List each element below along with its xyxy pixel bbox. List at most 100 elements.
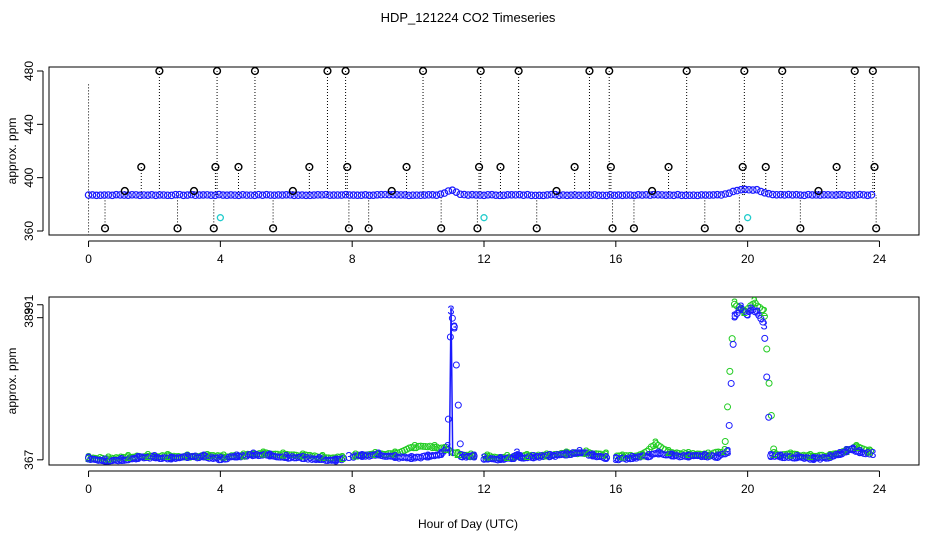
sensor2-point xyxy=(414,442,422,450)
sensor3-marker-label: 3 xyxy=(375,447,382,462)
sensor2-marker-label: 2 xyxy=(164,448,171,463)
co2-point xyxy=(832,191,840,199)
co2-point xyxy=(523,190,532,199)
co2-point xyxy=(397,191,405,199)
co2-point xyxy=(784,190,793,199)
sensor3-marker-label: 3 xyxy=(444,439,451,454)
chart-title: HDP_121224 CO2 Timeseries xyxy=(381,10,556,25)
co2-point xyxy=(622,191,631,199)
spike-point xyxy=(234,162,243,172)
sensor3-point xyxy=(757,315,765,323)
top-x-tick-label: 0 xyxy=(85,252,92,266)
co2-point xyxy=(361,191,370,199)
co2-point xyxy=(266,191,275,199)
sensor2-marker-label: 2 xyxy=(484,449,491,464)
sensor2-marker-label: 2 xyxy=(665,444,672,459)
sensor3-marker-label: 3 xyxy=(747,301,754,316)
spike-point xyxy=(532,224,541,233)
sensor2-point xyxy=(421,443,429,451)
spike-point xyxy=(288,186,297,196)
co2-point xyxy=(444,187,453,195)
co2-point xyxy=(416,191,425,200)
co2-point xyxy=(768,190,777,199)
sensor3-marker-label: 3 xyxy=(826,449,833,464)
sensor3-marker-label: 3 xyxy=(563,447,570,462)
top-panel: approx. ppm 0 4 8 12 16 20 24 360 400 440 480 xyxy=(5,61,920,266)
sensor3-point xyxy=(759,318,767,326)
sensor3-marker-label: 3 xyxy=(724,444,731,459)
bottom-y-tick-label: 389 xyxy=(22,307,36,327)
co2-point xyxy=(329,191,338,199)
sensor3-marker-label: 3 xyxy=(760,317,767,332)
co2-point xyxy=(223,191,231,200)
sensor3-point xyxy=(223,455,231,463)
sensor2-marker-label: 2 xyxy=(583,445,590,460)
co2-point xyxy=(757,187,765,196)
spike-point xyxy=(402,162,411,172)
spike-point xyxy=(761,162,770,172)
co2-point xyxy=(353,191,362,199)
cyan-marker xyxy=(743,214,752,222)
sensor3-marker-label: 3 xyxy=(836,446,843,461)
co2-point xyxy=(776,190,785,199)
co2-point xyxy=(764,189,773,198)
co2-point xyxy=(634,190,643,199)
co2-point xyxy=(697,191,706,199)
co2-point xyxy=(840,191,848,199)
sensor2-point xyxy=(417,442,425,450)
co2-point xyxy=(543,191,552,199)
co2-point xyxy=(92,191,101,200)
sensor3-marker-label: 3 xyxy=(391,449,398,464)
co2-point xyxy=(737,185,745,194)
co2-point xyxy=(448,186,457,195)
co2-point xyxy=(824,190,832,199)
co2-point xyxy=(333,191,342,199)
top-x-tick-label: 16 xyxy=(609,252,623,266)
co2-point xyxy=(381,190,389,199)
sensor3-marker-label: 3 xyxy=(424,449,431,464)
top-y-tick-label: 400 xyxy=(22,167,36,187)
co2-point xyxy=(151,191,160,200)
co2-point xyxy=(322,190,330,199)
spike-point xyxy=(341,66,350,76)
co2-point xyxy=(393,191,401,199)
co2-point xyxy=(401,191,409,199)
sensor2-marker-label: 2 xyxy=(204,448,211,463)
co2-point xyxy=(863,191,872,200)
co2-point xyxy=(136,191,144,200)
sensor3-point xyxy=(854,447,862,455)
co2-point xyxy=(389,190,397,199)
co2-point xyxy=(539,191,548,200)
sensor3-point xyxy=(749,306,757,314)
co2-point xyxy=(337,191,346,199)
sensor3-marker-label: 3 xyxy=(408,450,415,465)
spike-point xyxy=(700,224,709,233)
sensor2-point xyxy=(763,345,771,353)
sensor3-marker-label: 3 xyxy=(497,451,504,466)
sensor2-marker-label: 2 xyxy=(731,295,738,310)
co2-point xyxy=(733,186,741,195)
sensor3-marker-label: 3 xyxy=(530,449,537,464)
sensor3-marker-label: 3 xyxy=(856,444,863,459)
sensor2-marker-label: 2 xyxy=(339,450,346,465)
co2-point xyxy=(377,190,385,199)
sensor2-marker-label: 2 xyxy=(144,448,151,463)
co2-point xyxy=(511,191,520,199)
co2-point xyxy=(792,190,801,199)
co2-point xyxy=(219,191,227,199)
sensor3-marker-label: 3 xyxy=(480,451,487,466)
sensor2-marker-label: 2 xyxy=(523,448,530,463)
co2-point xyxy=(590,190,599,199)
co2-point xyxy=(749,186,757,194)
sensor3-marker-label: 3 xyxy=(668,447,675,462)
co2-point xyxy=(729,187,737,196)
spike-point xyxy=(814,186,823,196)
co2-point xyxy=(104,191,113,199)
co2-point xyxy=(642,191,650,199)
sensor3-marker-label: 3 xyxy=(217,451,224,466)
co2-point xyxy=(112,190,121,199)
co2-point xyxy=(503,191,512,199)
co2-point xyxy=(527,191,536,200)
sensor2-marker-label: 2 xyxy=(319,449,326,464)
co2-point xyxy=(796,191,805,199)
